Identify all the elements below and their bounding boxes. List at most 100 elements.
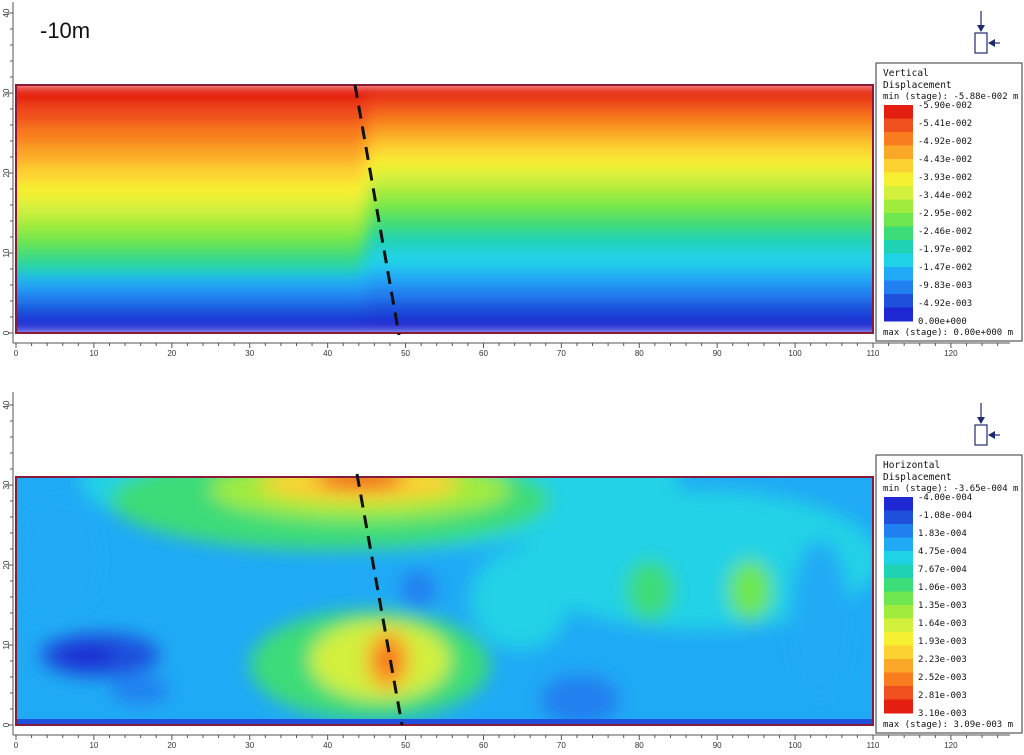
model-boundary-top bbox=[15, 84, 874, 334]
legend-swatch bbox=[884, 172, 913, 187]
horizontal-displacement-panel: 0 10 20 30 40 0 10 20 30 40 50 60 70 80 90 100 110 120 bbox=[2, 392, 1023, 750]
legend-max-text: max (stage): 0.00e+000 m bbox=[883, 328, 1013, 338]
legend-swatch bbox=[884, 510, 913, 525]
y-tick-label: 40 bbox=[2, 400, 11, 409]
x-tick-label: 70 bbox=[557, 349, 566, 358]
x-tick-label: 0 bbox=[14, 349, 19, 358]
legend-swatch bbox=[884, 118, 913, 133]
legend-swatch bbox=[884, 199, 913, 214]
legend-title-line1: Horizontal bbox=[883, 460, 940, 471]
x-axis-ticks-top: 0 10 20 30 40 50 60 70 80 90 100 110 120 bbox=[14, 343, 999, 358]
legend-label: 2.81e-003 bbox=[918, 691, 967, 701]
x-tick-label: 30 bbox=[245, 349, 254, 358]
legend-horizontal: Horizontal Displacement min (stage): -3.… bbox=[875, 454, 1023, 734]
legend-swatch bbox=[884, 294, 913, 308]
legend-label: 0.00e+000 bbox=[918, 317, 967, 327]
x-tick-label: 40 bbox=[323, 349, 332, 358]
legend-swatch bbox=[884, 280, 913, 295]
x-tick-label: 50 bbox=[401, 741, 410, 750]
legend-swatch bbox=[884, 618, 913, 633]
x-tick-label: 30 bbox=[245, 741, 254, 750]
legend-swatch bbox=[884, 578, 913, 592]
x-tick-label: 10 bbox=[89, 741, 98, 750]
legend-swatch bbox=[884, 537, 913, 552]
x-tick-label: 0 bbox=[14, 741, 19, 750]
x-tick-label: 110 bbox=[867, 349, 880, 358]
y-tick-label: 0 bbox=[2, 330, 11, 335]
y-tick-label: 20 bbox=[2, 560, 11, 569]
vertical-displacement-panel: 0 10 20 30 40 0 10 20 30 40 50 60 70 80 90 100 110 120 V… bbox=[2, 2, 1023, 358]
legend-swatch bbox=[884, 699, 913, 714]
legend-swatch bbox=[884, 591, 913, 606]
legend-min-text: min (stage): -5.88e-002 m bbox=[883, 92, 1018, 102]
legend-max-text: max (stage): 3.09e-003 m bbox=[883, 720, 1013, 730]
x-tick-label: 120 bbox=[944, 741, 958, 750]
legend-swatch bbox=[884, 524, 913, 538]
y-tick-label: 10 bbox=[2, 248, 11, 257]
legend-swatch bbox=[884, 145, 913, 160]
legend-swatch bbox=[884, 497, 913, 511]
legend-label: 1.64e-003 bbox=[918, 619, 967, 629]
legend-label: -5.90e-002 bbox=[918, 101, 972, 111]
legend-swatch bbox=[884, 186, 913, 200]
legend-swatch bbox=[884, 267, 913, 281]
legend-label: 2.23e-003 bbox=[918, 655, 967, 665]
legend-label: 1.83e-004 bbox=[918, 529, 967, 539]
x-tick-label: 70 bbox=[557, 741, 566, 750]
model-boundary-bottom bbox=[15, 476, 874, 726]
y-axis-ticks-top: 0 10 20 30 40 bbox=[2, 8, 13, 335]
support-icon-bottom bbox=[974, 403, 1000, 446]
legend-label: -4.92e-003 bbox=[918, 299, 972, 309]
legend-label: -1.08e-004 bbox=[918, 511, 972, 521]
y-axis-ticks-bottom: 0 10 20 30 40 bbox=[2, 400, 13, 727]
y-tick-label: 20 bbox=[2, 168, 11, 177]
depth-label: -10m bbox=[40, 18, 90, 43]
legend-swatch bbox=[884, 645, 913, 660]
legend-label: -5.41e-002 bbox=[918, 119, 972, 129]
legend-label: 2.52e-003 bbox=[918, 673, 967, 683]
vertical-displacement-contour bbox=[16, 85, 873, 333]
support-icon-top bbox=[974, 11, 1000, 54]
fault-line-bottom bbox=[355, 473, 404, 726]
legend-swatch bbox=[884, 605, 913, 619]
legend-min-text: min (stage): -3.65e-004 m bbox=[883, 484, 1018, 494]
legend-swatch bbox=[884, 632, 913, 646]
legend-label: -2.46e-002 bbox=[918, 227, 972, 237]
legend-label: 7.67e-004 bbox=[918, 565, 967, 575]
legend-label: 3.10e-003 bbox=[918, 709, 967, 719]
x-tick-label: 90 bbox=[713, 349, 722, 358]
legend-label: -4.00e-004 bbox=[918, 493, 972, 503]
legend-label: -4.92e-002 bbox=[918, 137, 972, 147]
x-tick-label: 60 bbox=[479, 349, 488, 358]
legend-swatch bbox=[884, 686, 913, 700]
legend-label: 1.93e-003 bbox=[918, 637, 967, 647]
x-tick-label: 60 bbox=[479, 741, 488, 750]
legend-swatch bbox=[884, 672, 913, 687]
legend-label: -3.93e-002 bbox=[918, 173, 972, 183]
y-tick-label: 30 bbox=[2, 88, 11, 97]
x-axis-ticks-bottom: 0 10 20 30 40 50 60 70 80 90 100 110 120 bbox=[14, 735, 999, 750]
legend-title-line2: Displacement bbox=[883, 472, 952, 483]
x-tick-label: 80 bbox=[635, 741, 644, 750]
x-tick-label: 40 bbox=[323, 741, 332, 750]
legend-swatch bbox=[884, 564, 913, 579]
horizontal-displacement-contour bbox=[16, 477, 873, 725]
legend-label: -1.97e-002 bbox=[918, 245, 972, 255]
x-tick-label: 100 bbox=[788, 349, 802, 358]
x-tick-label: 110 bbox=[867, 741, 880, 750]
x-tick-label: 80 bbox=[635, 349, 644, 358]
y-tick-label: 40 bbox=[2, 8, 11, 17]
legend-swatch bbox=[884, 105, 913, 119]
legend-label: 1.06e-003 bbox=[918, 583, 967, 593]
legend-swatch bbox=[884, 240, 913, 254]
legend-label: -2.95e-002 bbox=[918, 209, 972, 219]
x-tick-label: 120 bbox=[944, 349, 958, 358]
legend-swatch bbox=[884, 307, 913, 322]
legend-vertical: Vertical Displacement min (stage): -5.88… bbox=[875, 62, 1023, 342]
legend-swatch bbox=[884, 159, 913, 173]
y-tick-label: 30 bbox=[2, 480, 11, 489]
x-tick-label: 50 bbox=[401, 349, 410, 358]
x-tick-label: 100 bbox=[788, 741, 802, 750]
x-tick-label: 10 bbox=[89, 349, 98, 358]
